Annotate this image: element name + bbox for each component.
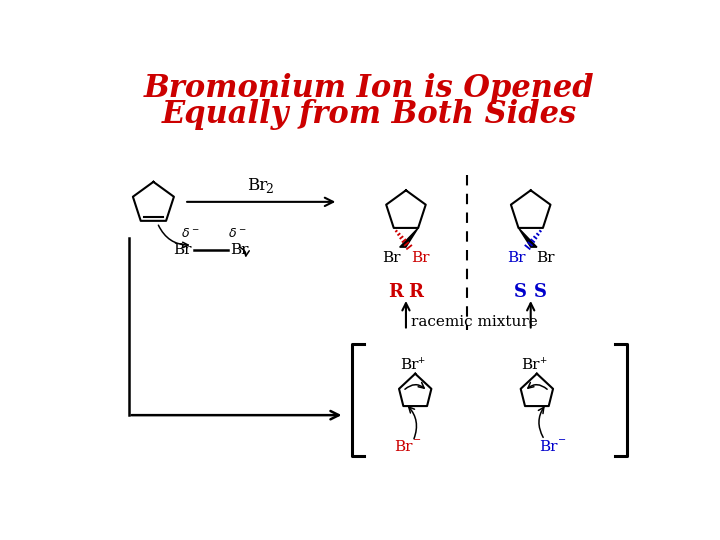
FancyArrowPatch shape xyxy=(405,382,424,389)
Text: Br: Br xyxy=(174,242,192,256)
Text: Br: Br xyxy=(247,177,267,194)
Text: Br: Br xyxy=(411,251,430,265)
Text: S: S xyxy=(514,283,527,301)
Text: racemic mixture: racemic mixture xyxy=(411,315,538,329)
Text: Br: Br xyxy=(521,358,540,372)
Text: $\delta^-$: $\delta^-$ xyxy=(228,227,247,240)
Text: $^{-}$: $^{-}$ xyxy=(412,436,421,450)
Polygon shape xyxy=(400,228,418,247)
Text: Br: Br xyxy=(395,441,413,455)
Text: S: S xyxy=(534,283,547,301)
FancyArrowPatch shape xyxy=(528,382,547,389)
Text: Br: Br xyxy=(539,441,558,455)
FancyArrowPatch shape xyxy=(240,247,249,256)
Text: Br: Br xyxy=(536,251,554,265)
Text: Equally from Both Sides: Equally from Both Sides xyxy=(161,99,577,131)
Text: Br: Br xyxy=(382,251,400,265)
Text: R: R xyxy=(389,283,403,301)
FancyArrowPatch shape xyxy=(409,407,416,439)
Text: Bromonium Ion is Opened: Bromonium Ion is Opened xyxy=(144,72,594,104)
Text: R: R xyxy=(408,283,423,301)
Text: $^+$: $^+$ xyxy=(538,356,548,369)
Polygon shape xyxy=(518,228,537,247)
FancyArrowPatch shape xyxy=(158,225,188,248)
Text: $\delta^-$: $\delta^-$ xyxy=(181,227,199,240)
Text: Br: Br xyxy=(400,358,418,372)
Text: Br: Br xyxy=(230,242,249,256)
Text: $^+$: $^+$ xyxy=(416,356,426,369)
Text: $^{-}$: $^{-}$ xyxy=(557,436,566,450)
Text: Br: Br xyxy=(507,251,525,265)
FancyArrowPatch shape xyxy=(539,407,544,437)
Text: 2: 2 xyxy=(265,183,273,195)
